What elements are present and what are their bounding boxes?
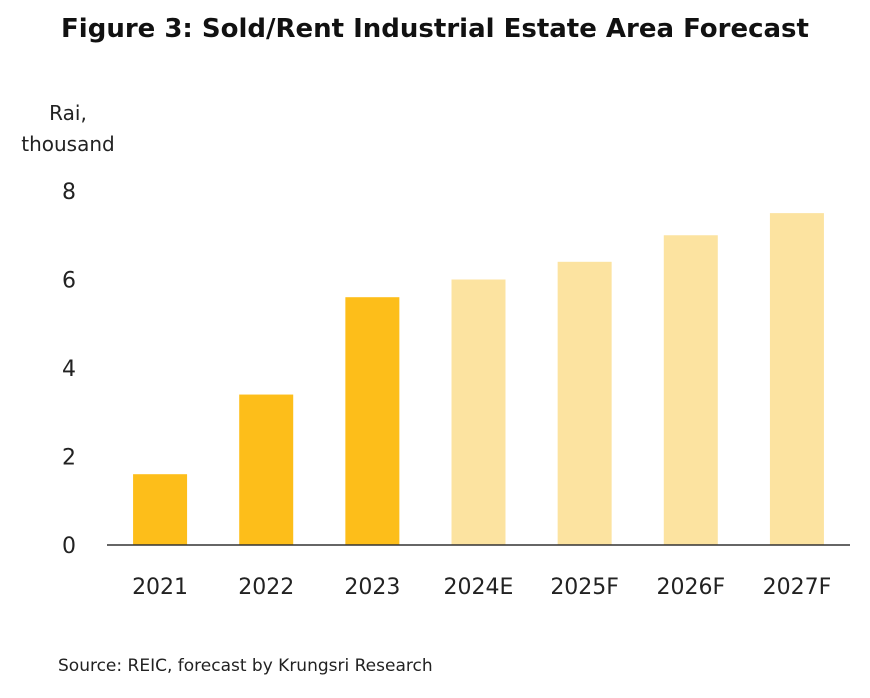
bar-2021 xyxy=(133,474,188,545)
y-tick-label: 0 xyxy=(62,534,76,559)
bar-2026F xyxy=(663,235,718,545)
bar-2027F xyxy=(769,213,824,545)
x-tick-label: 2022 xyxy=(238,575,294,600)
x-tick-label: 2023 xyxy=(344,575,400,600)
bar-2023 xyxy=(345,297,400,545)
bar-2024E xyxy=(451,279,506,545)
bar-2022 xyxy=(239,394,294,545)
bar-2025F xyxy=(557,261,612,545)
y-axis-label: Rai, thousand xyxy=(21,101,115,156)
x-tick-label: 2026F xyxy=(656,575,725,600)
y-tick-label: 6 xyxy=(62,269,76,294)
x-tick-label: 2021 xyxy=(132,575,188,600)
x-tick-label: 2024E xyxy=(444,575,514,600)
y-tick-label: 2 xyxy=(62,446,76,471)
x-tick-label: 2027F xyxy=(763,575,832,600)
y-tick-label: 8 xyxy=(62,180,76,205)
y-tick-label: 4 xyxy=(62,357,76,382)
chart-title: Figure 3: Sold/Rent Industrial Estate Ar… xyxy=(61,14,809,44)
x-tick-label: 2025F xyxy=(550,575,619,600)
source-note: Source: REIC, forecast by Krungsri Resea… xyxy=(58,656,433,676)
